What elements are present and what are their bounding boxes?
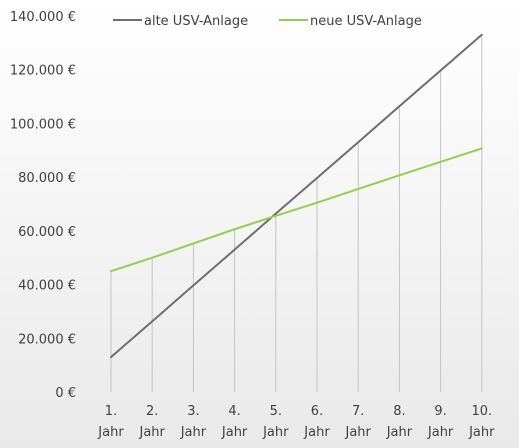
x-tick-label-unit: Jahr (262, 425, 289, 440)
y-tick-label: 140.000 € (10, 10, 76, 25)
x-tick-label-number: 9. (434, 404, 446, 419)
x-tick-label-unit: Jahr (97, 425, 124, 440)
x-tick-label-number: 4. (228, 404, 240, 419)
drop-lines (110, 34, 483, 392)
x-tick-label-unit: Jahr (468, 425, 495, 440)
x-tick-label-unit: Jahr (345, 425, 372, 440)
legend-label: neue USV-Anlage (310, 14, 422, 29)
y-tick-label: 20.000 € (18, 332, 76, 347)
x-tick-label-unit: Jahr (139, 425, 166, 440)
x-tick-label-number: 7. (352, 404, 364, 419)
x-tick-label-number: 6. (311, 404, 323, 419)
x-tick-label-number: 1. (105, 404, 117, 419)
x-tick-label-unit: Jahr (386, 425, 413, 440)
x-tick-label-unit: Jahr (303, 425, 330, 440)
legend: alte USV-Anlage neue USV-Anlage (113, 14, 422, 29)
series-lines (110, 33, 483, 359)
x-tick-label-unit: Jahr (221, 425, 248, 440)
x-tick-label-number: 10. (471, 404, 492, 419)
x-tick-label-unit: Jahr (180, 425, 207, 440)
series-line (110, 147, 483, 273)
y-tick-label: 60.000 € (18, 225, 76, 240)
x-tick-label-number: 3. (187, 404, 199, 419)
series-line (110, 33, 483, 359)
legend-label: alte USV-Anlage (144, 14, 248, 29)
x-tick-label-number: 8. (393, 404, 405, 419)
y-tick-label: 40.000 € (18, 279, 76, 294)
x-tick-label-number: 2. (146, 404, 158, 419)
y-tick-label: 120.000 € (10, 64, 76, 79)
x-axis-tick-labels: 1. Jahr 2. Jahr 3. Jahr 4. Jahr 5. Jahr 6. Jahr 7. Ja… (97, 404, 495, 440)
y-tick-label: 80.000 € (18, 171, 76, 186)
y-tick-label: 100.000 € (10, 117, 76, 132)
x-tick-label-unit: Jahr (427, 425, 454, 440)
y-tick-label: 0 € (55, 386, 76, 401)
x-tick-label-number: 5. (270, 404, 282, 419)
y-axis-tick-labels: 0 € 20.000 € 40.000 € 60.000 € 80.000 € 100.0… (10, 10, 76, 401)
